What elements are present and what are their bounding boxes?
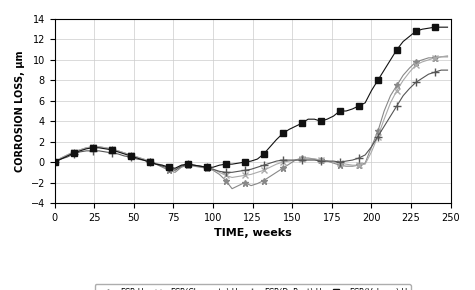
ECR(Chromate)-U [172,168,178,171]
ECR-U [172,171,178,174]
ECR(Valspar)-U [432,26,437,29]
ECR(Chromate)-U [445,54,450,57]
ECR(Chromate)-U [331,160,336,164]
X-axis label: TIME, weeks: TIME, weeks [214,228,292,238]
ECR(Valspar)-U [179,164,184,167]
Line: ECR(Chromate)-U: ECR(Chromate)-U [51,52,451,181]
ECR-U [242,181,247,184]
ECR-U [445,55,450,59]
ECR(DuPont)-U [331,159,336,163]
ECR(DuPont)-U [52,160,57,164]
ECR(Valspar)-U [255,157,260,161]
ECR(Chromate)-U [438,55,444,59]
ECR-U [52,160,57,164]
ECR(Valspar)-U [438,26,444,29]
Y-axis label: CORROSION LOSS, μm: CORROSION LOSS, μm [15,50,25,172]
ECR(Valspar)-U [172,166,178,170]
ECR(DuPont)-U [223,171,228,174]
Legend: ECR-U, ECR(Chromate)-U, ECR(DuPont)-U, ECR(Valspar)-U: ECR-U, ECR(Chromate)-U, ECR(DuPont)-U, E… [95,284,411,290]
ECR(Valspar)-U [160,164,165,167]
ECR(Chromate)-U [160,164,165,167]
ECR(Valspar)-U [331,114,336,118]
ECR(DuPont)-U [438,68,444,72]
Line: ECR-U: ECR-U [51,53,451,192]
ECR(DuPont)-U [172,168,178,172]
ECR-U [229,187,235,191]
ECR(Chromate)-U [52,160,57,164]
ECR-U [255,182,260,185]
ECR(DuPont)-U [432,70,437,74]
ECR(DuPont)-U [160,164,165,168]
ECR(Valspar)-U [445,26,450,29]
ECR-U [432,56,437,59]
ECR(Chromate)-U [242,174,247,177]
ECR-U [438,55,444,59]
ECR(Valspar)-U [52,160,57,164]
Line: ECR(DuPont)-U: ECR(DuPont)-U [50,66,452,177]
ECR-U [160,166,165,169]
ECR(DuPont)-U [255,166,260,169]
ECR(Valspar)-U [242,160,247,164]
ECR(Chromate)-U [229,176,235,179]
ECR(DuPont)-U [242,168,247,172]
Line: ECR(Valspar)-U: ECR(Valspar)-U [52,24,450,171]
ECR-U [331,162,336,165]
ECR(Chromate)-U [255,171,260,174]
ECR(DuPont)-U [445,68,450,72]
